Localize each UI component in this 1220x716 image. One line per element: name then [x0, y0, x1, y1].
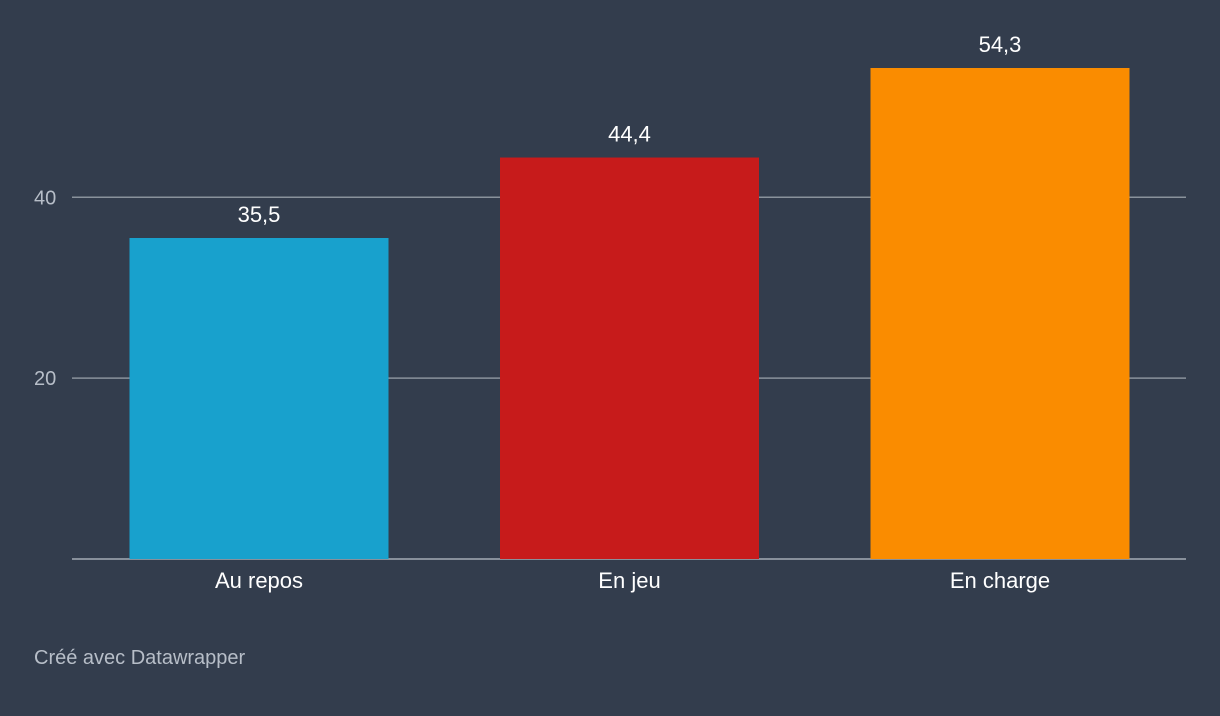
datawrapper-credit[interactable]: Créé avec Datawrapper — [34, 647, 246, 669]
labels: 20 40 35,5 Au repos 44,4 En jeu 54,3 En charge — [34, 32, 1050, 593]
category-label: Au repos — [215, 568, 303, 593]
bar-en-jeu — [500, 157, 759, 559]
category-label: En charge — [950, 568, 1050, 593]
value-label: 54,3 — [979, 32, 1022, 57]
value-label: 44,4 — [608, 122, 651, 147]
bars — [129, 68, 1130, 559]
category-label: En jeu — [598, 568, 660, 593]
bar-en-charge — [870, 68, 1130, 559]
y-tick-label: 40 — [34, 187, 56, 209]
bar-au-repos — [129, 237, 389, 559]
value-label: 35,5 — [238, 202, 281, 227]
y-tick-label: 20 — [34, 368, 56, 390]
